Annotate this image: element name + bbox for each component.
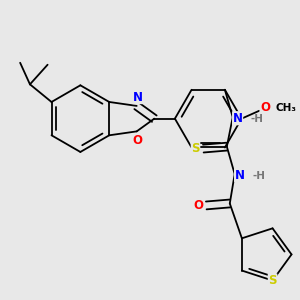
Text: CH₃: CH₃ <box>276 103 297 113</box>
Text: O: O <box>133 134 143 147</box>
Text: N: N <box>235 169 244 182</box>
Text: N: N <box>133 91 143 103</box>
Text: -H: -H <box>252 171 265 181</box>
Text: N: N <box>232 112 243 125</box>
Text: O: O <box>194 199 203 212</box>
Text: S: S <box>268 274 277 287</box>
Text: O: O <box>260 101 270 114</box>
Text: S: S <box>191 142 200 155</box>
Text: -H: -H <box>250 114 263 124</box>
